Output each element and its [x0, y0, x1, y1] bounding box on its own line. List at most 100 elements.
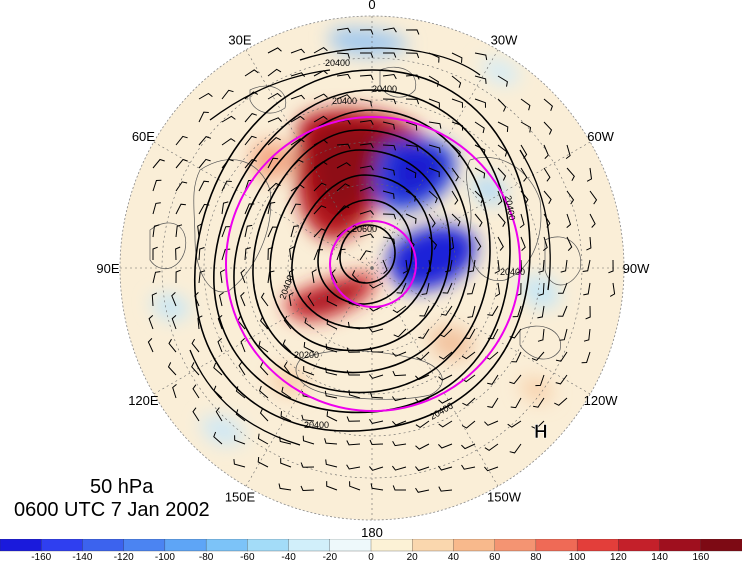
colorbar: -160 -140 -120 -100 -80 -60 -40 -20 0 20 40 60 80 100… [0, 539, 742, 561]
wind-barb [474, 75, 487, 84]
wind-barb [260, 292, 269, 307]
wind-barb [267, 47, 282, 54]
wind-barb [559, 328, 568, 341]
wind-barb [487, 374, 499, 385]
wind-barb [543, 167, 551, 182]
wind-barb [405, 29, 420, 35]
colorbar-tick-label: -140 [72, 552, 92, 561]
wind-barb [392, 485, 406, 491]
wind-barb [428, 167, 440, 178]
colorbar-cell [618, 539, 661, 552]
wind-barb [461, 420, 476, 429]
wind-barb [359, 210, 374, 215]
colorbar-cell [412, 539, 455, 552]
wind-barb [240, 292, 246, 307]
wind-barb [290, 138, 305, 146]
wind-barb [533, 397, 545, 408]
wind-barb [302, 435, 315, 445]
wind-barb [438, 351, 453, 360]
wind-barb [175, 246, 181, 261]
wind-barb [484, 466, 499, 472]
wind-barb [405, 121, 418, 131]
contour-label: 20400 [372, 84, 397, 94]
colorbar-tick-label: 40 [448, 552, 460, 561]
wind-barb [217, 338, 223, 353]
longitude-label: 180 [361, 525, 383, 540]
wind-barb [405, 167, 417, 179]
longitude-label: 90W [623, 261, 650, 276]
wind-barb [382, 167, 395, 176]
wind-barb [392, 420, 407, 426]
wind-barb [152, 271, 161, 284]
wind-barb [257, 456, 269, 468]
wind-barb [244, 247, 251, 261]
wind-barb [531, 420, 545, 430]
wind-barb [290, 94, 305, 100]
colorbar-cell [700, 539, 742, 552]
wind-barb [510, 397, 522, 409]
wind-barb [259, 408, 269, 422]
colorbar-cell [659, 539, 702, 552]
wind-barb [402, 259, 408, 274]
longitude-label: 60E [132, 129, 155, 144]
wind-barb [382, 236, 396, 245]
wind-barb [509, 443, 522, 454]
wind-barb [392, 370, 407, 377]
wind-barb [152, 158, 165, 169]
wind-barb [221, 115, 236, 123]
wind-barb [192, 384, 200, 399]
wind-barb [497, 121, 509, 132]
wind-barb [290, 225, 299, 238]
wind-barb [369, 327, 384, 333]
wind-barb [175, 181, 188, 192]
wind-barb [283, 315, 292, 330]
wind-barb [221, 248, 231, 261]
wind-barb [497, 213, 506, 228]
wind-barb [267, 201, 276, 215]
wind-barb [451, 75, 462, 88]
wind-barb [300, 462, 315, 468]
wind-barb [171, 292, 177, 307]
wind-barb [290, 115, 305, 123]
wind-barb [192, 407, 200, 422]
wind-barb [290, 48, 305, 54]
wind-barb [418, 328, 430, 339]
wind-barb [438, 486, 453, 492]
wind-barb [301, 414, 315, 422]
wind-barb [507, 420, 522, 428]
wind-barb [405, 144, 419, 152]
colorbar-tick-label: 0 [368, 552, 374, 561]
wind-barb [428, 121, 442, 129]
colorbar-cell [0, 539, 42, 552]
wind-barb [213, 362, 223, 376]
wind-barb [419, 305, 430, 317]
wind-barb [359, 98, 372, 107]
wind-barb [542, 236, 548, 251]
wind-barb [369, 419, 384, 424]
longitude-label: 30W [491, 32, 518, 47]
colorbar-tick-label: 160 [692, 552, 709, 561]
wind-barb [175, 158, 188, 169]
wind-barb [558, 282, 568, 294]
wind-barb [535, 374, 545, 387]
wind-barb [608, 259, 614, 274]
wind-barb [428, 190, 438, 204]
wind-barb [415, 443, 430, 450]
wind-barb [290, 203, 301, 215]
wind-barb [198, 111, 209, 123]
wind-barb [589, 213, 596, 228]
wind-barb [538, 259, 545, 273]
wind-barb [151, 292, 158, 307]
valid-time: 0600 UTC 7 Jan 2002 [14, 499, 210, 521]
wind-barb [244, 113, 257, 123]
wind-barb [369, 439, 384, 446]
wind-barb [565, 144, 571, 159]
wind-barb [537, 305, 545, 319]
wind-barb [392, 305, 407, 314]
wind-barb [326, 296, 338, 307]
meridian-line [153, 267, 373, 395]
wind-barb [428, 144, 441, 154]
wind-barb [462, 397, 476, 406]
wind-barb [218, 292, 224, 307]
wind-barb [382, 259, 388, 274]
